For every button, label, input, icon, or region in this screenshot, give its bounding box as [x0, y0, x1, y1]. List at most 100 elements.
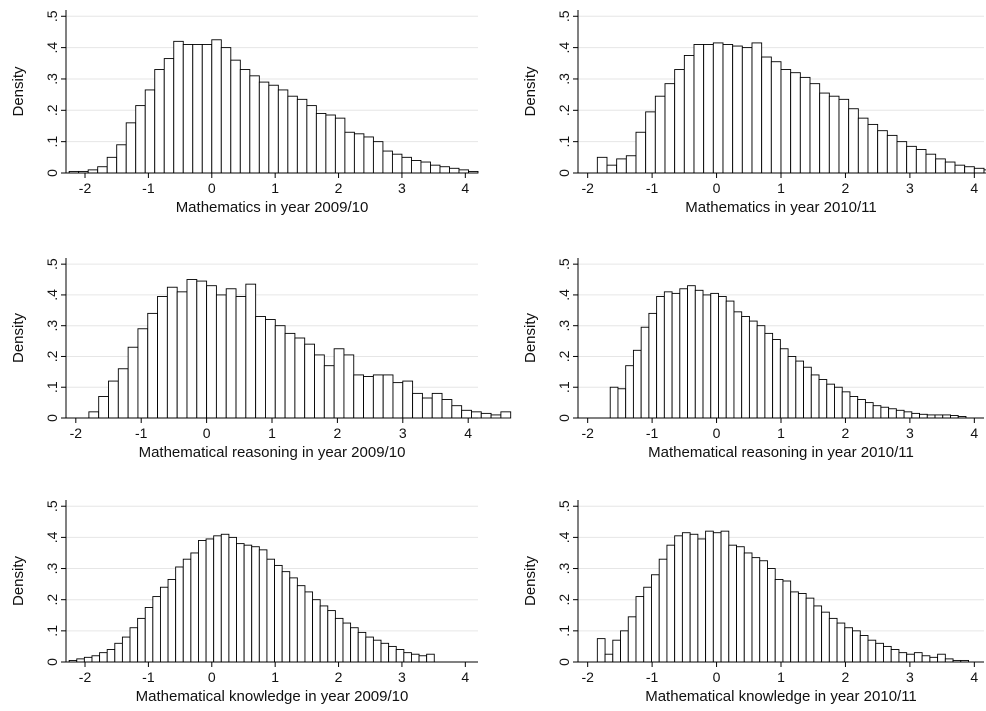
histogram-bar: [756, 325, 766, 419]
y-tick-label: .4: [44, 289, 60, 301]
histogram-bar: [182, 44, 194, 174]
y-tick-label: .5: [556, 10, 572, 22]
histogram-bar: [205, 538, 215, 663]
histogram-bar: [944, 161, 956, 174]
histogram-bar: [350, 627, 359, 663]
histogram-bar: [826, 383, 835, 419]
y-tick-label: .4: [44, 531, 60, 543]
histogram-bar: [875, 642, 884, 663]
x-tick-label: 2: [335, 669, 343, 685]
x-tick-label: 4: [970, 425, 978, 441]
histogram-bar: [163, 58, 175, 174]
y-axis-title: Density: [10, 555, 27, 606]
y-tick-label: .4: [556, 289, 572, 301]
histogram-bar: [627, 616, 637, 663]
histogram-bar: [645, 111, 656, 174]
histogram-bar: [805, 597, 815, 663]
histogram-bar: [964, 166, 975, 174]
histogram-bar: [705, 530, 714, 663]
histogram-bar: [687, 285, 696, 419]
histogram-bar: [418, 655, 428, 663]
histogram-bar: [135, 105, 146, 174]
histogram-bar: [106, 649, 116, 663]
x-tick-label: 3: [398, 180, 406, 196]
x-tick-label: -2: [79, 180, 92, 196]
x-tick-label: -2: [581, 180, 594, 196]
histogram-bar: [648, 312, 658, 419]
histogram-bar: [106, 156, 118, 174]
histogram-bar: [736, 546, 745, 663]
histogram-bar: [937, 653, 946, 663]
x-tick-label: 3: [399, 425, 407, 441]
histogram-bar: [973, 167, 985, 174]
histogram-bar: [251, 546, 260, 663]
x-tick-label: -1: [142, 669, 155, 685]
histogram-bar: [810, 374, 820, 419]
histogram-bar: [147, 312, 159, 419]
histogram-bar: [121, 636, 131, 663]
x-tick-label: -1: [142, 180, 155, 196]
histogram-bar: [606, 164, 618, 174]
histogram-bar: [877, 130, 888, 174]
histogram-bar: [819, 92, 830, 174]
histogram-bar: [334, 117, 346, 174]
histogram-bar: [671, 292, 681, 419]
histogram-bar: [616, 158, 627, 174]
histogram-bar: [353, 133, 365, 174]
histogram-bar: [681, 532, 691, 663]
histogram-bar: [461, 409, 472, 419]
y-tick-label: .1: [44, 625, 60, 637]
histogram-bar: [265, 319, 276, 419]
histogram-bar: [872, 405, 882, 419]
histogram-bar: [274, 564, 283, 663]
histogram-bar: [343, 354, 355, 419]
histogram-bar: [732, 45, 743, 174]
histogram-bar: [198, 540, 207, 663]
y-tick-label: .2: [556, 350, 572, 362]
x-tick-label: 1: [777, 669, 785, 685]
x-tick-label: -2: [79, 669, 92, 685]
histogram-bar: [451, 405, 463, 419]
histogram-bar: [799, 76, 811, 174]
histogram-bar: [906, 145, 917, 174]
histogram-bar: [108, 380, 119, 419]
histogram-bar: [144, 607, 154, 663]
histogram-bar: [919, 413, 928, 419]
histogram-bar: [372, 639, 382, 663]
histogram-bar: [720, 530, 730, 663]
histogram-bar: [643, 586, 652, 663]
histogram-bar: [243, 544, 253, 663]
histogram-bar: [249, 75, 260, 174]
histogram-bar: [915, 149, 927, 174]
histogram-bar: [751, 42, 763, 174]
histogram-bar: [327, 610, 336, 663]
histogram-bar: [382, 150, 393, 174]
histogram-bar: [859, 635, 869, 663]
x-tick-label: 1: [271, 669, 279, 685]
y-tick-label: 0: [556, 658, 572, 666]
histogram-bar: [770, 61, 782, 174]
y-axis-title: Density: [522, 312, 539, 363]
histogram-bar: [182, 558, 192, 663]
histogram-bar: [239, 69, 251, 174]
histogram-bar: [790, 591, 799, 663]
histogram-bar: [821, 611, 830, 663]
x-tick-label: -2: [581, 669, 594, 685]
histogram-bar: [342, 622, 352, 663]
histogram-bar: [929, 656, 939, 663]
x-tick-label: -1: [135, 425, 148, 441]
histogram-bar: [983, 169, 986, 174]
histogram-bar: [220, 533, 230, 663]
histogram-bar: [500, 411, 512, 419]
histogram-bar: [420, 161, 431, 174]
histogram-bar: [867, 123, 879, 174]
histogram-bar: [334, 617, 344, 663]
histogram-bar: [152, 596, 161, 663]
histogram-bar: [236, 543, 245, 663]
histogram-bar: [617, 388, 627, 419]
histogram-bar: [712, 42, 724, 174]
histogram-bar: [211, 39, 222, 174]
y-tick-label: 0: [44, 414, 60, 422]
histogram-bar: [712, 532, 722, 663]
